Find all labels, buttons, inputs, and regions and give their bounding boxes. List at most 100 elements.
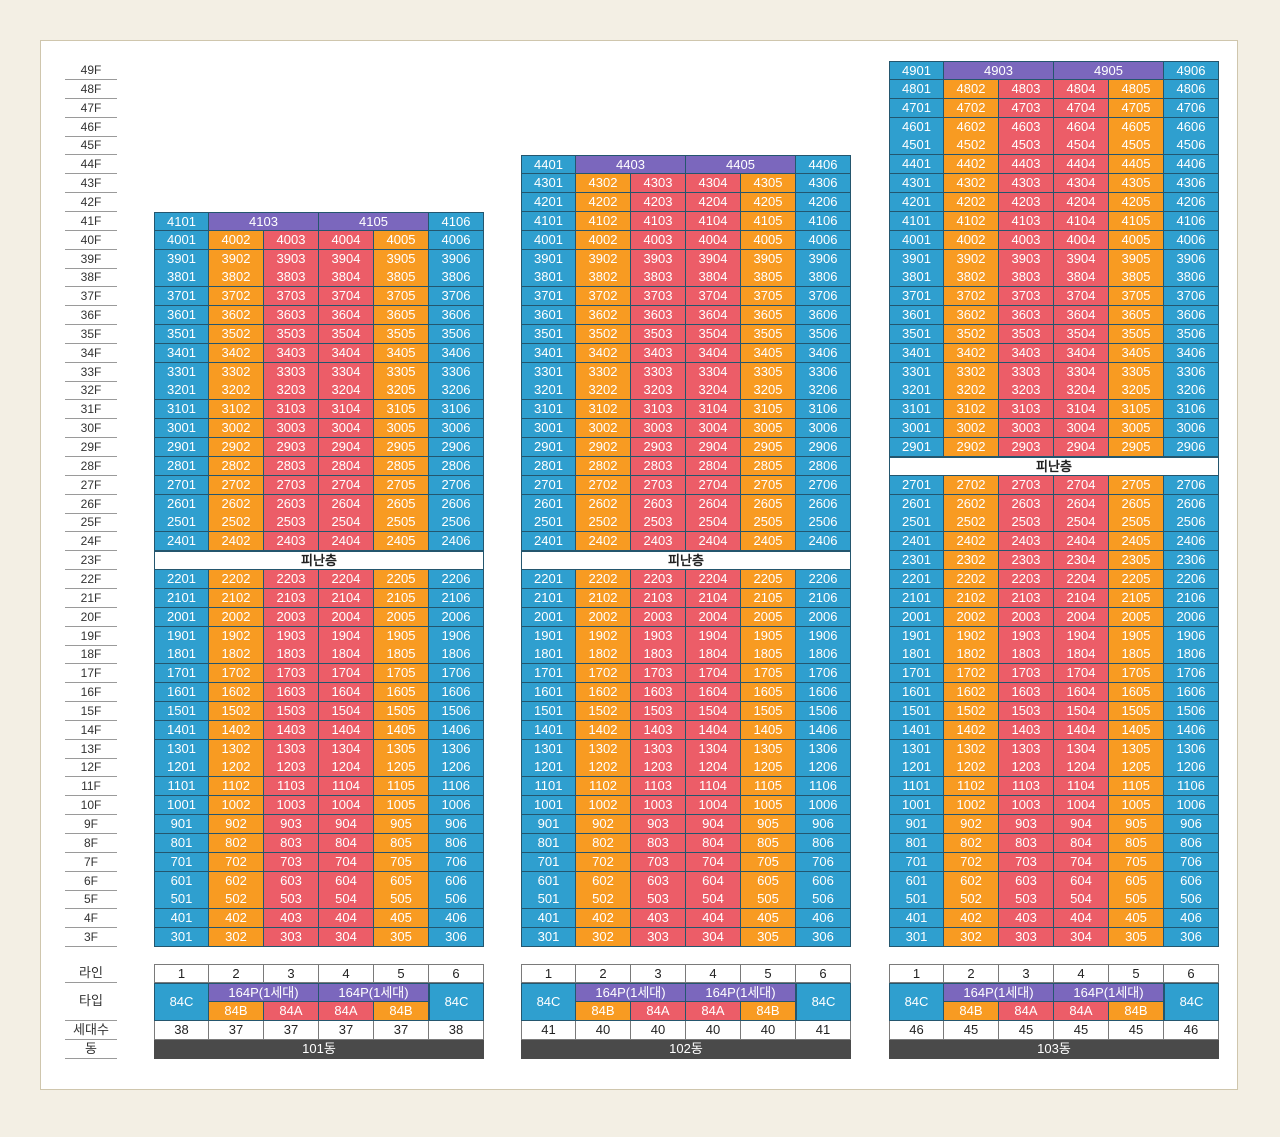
apartment-unit[interactable]: 3604: [686, 306, 741, 326]
apartment-unit[interactable]: 3004: [686, 419, 741, 439]
apartment-unit[interactable]: 2303: [999, 551, 1054, 571]
apartment-unit[interactable]: 3204: [686, 381, 741, 401]
apartment-unit[interactable]: 3602: [576, 306, 631, 326]
apartment-unit[interactable]: 4103: [999, 211, 1054, 231]
apartment-unit[interactable]: 2105: [374, 588, 429, 608]
apartment-unit[interactable]: 4204: [686, 192, 741, 212]
apartment-unit[interactable]: 1102: [944, 777, 999, 797]
apartment-unit[interactable]: 1001: [154, 796, 209, 816]
apartment-unit[interactable]: 2102: [944, 588, 999, 608]
apartment-unit[interactable]: 306: [1164, 928, 1219, 948]
apartment-unit[interactable]: 3304: [686, 362, 741, 382]
apartment-unit[interactable]: 3703: [631, 287, 686, 307]
apartment-unit[interactable]: 3504: [319, 324, 374, 344]
apartment-unit[interactable]: 2101: [521, 588, 576, 608]
apartment-unit[interactable]: 2004: [1054, 607, 1109, 627]
apartment-unit[interactable]: 1705: [741, 664, 796, 684]
apartment-unit[interactable]: 2403: [999, 532, 1054, 552]
apartment-unit[interactable]: 3905: [374, 249, 429, 269]
apartment-unit[interactable]: 405: [374, 909, 429, 929]
apartment-unit[interactable]: 2805: [741, 456, 796, 476]
apartment-unit[interactable]: 2503: [999, 513, 1054, 533]
apartment-unit[interactable]: 2101: [889, 588, 944, 608]
apartment-unit[interactable]: 3005: [741, 419, 796, 439]
apartment-unit[interactable]: 301: [521, 928, 576, 948]
apartment-unit[interactable]: 1503: [264, 701, 319, 721]
apartment-unit[interactable]: 2701: [521, 475, 576, 495]
apartment-unit[interactable]: 506: [429, 890, 484, 910]
apartment-unit[interactable]: 1305: [374, 739, 429, 759]
apartment-unit[interactable]: 303: [631, 928, 686, 948]
apartment-unit[interactable]: 802: [576, 833, 631, 853]
apartment-unit[interactable]: 4106: [1164, 211, 1219, 231]
apartment-unit[interactable]: 2504: [686, 513, 741, 533]
apartment-unit[interactable]: 2401: [154, 532, 209, 552]
apartment-unit[interactable]: 3204: [319, 381, 374, 401]
apartment-unit[interactable]: 706: [1164, 852, 1219, 872]
apartment-unit[interactable]: 2002: [209, 607, 264, 627]
apartment-unit[interactable]: 401: [521, 909, 576, 929]
apartment-unit[interactable]: 3003: [999, 419, 1054, 439]
apartment-unit[interactable]: 2404: [1054, 532, 1109, 552]
apartment-unit[interactable]: 2405: [741, 532, 796, 552]
apartment-unit[interactable]: 2004: [319, 607, 374, 627]
apartment-unit[interactable]: 2504: [1054, 513, 1109, 533]
apartment-unit[interactable]: 2004: [686, 607, 741, 627]
apartment-unit[interactable]: 2404: [319, 532, 374, 552]
apartment-unit[interactable]: 4803: [999, 79, 1054, 99]
apartment-unit[interactable]: 3106: [1164, 400, 1219, 420]
apartment-unit[interactable]: 3201: [521, 381, 576, 401]
apartment-unit[interactable]: 903: [631, 815, 686, 834]
apartment-unit[interactable]: 1602: [209, 683, 264, 703]
apartment-unit[interactable]: 1302: [576, 739, 631, 759]
apartment-unit[interactable]: 2506: [796, 513, 851, 533]
apartment-unit[interactable]: 4003: [999, 230, 1054, 250]
apartment-unit[interactable]: 3703: [999, 287, 1054, 307]
apartment-unit[interactable]: 904: [319, 815, 374, 834]
apartment-unit[interactable]: 1404: [319, 720, 374, 740]
apartment-unit[interactable]: 305: [1109, 928, 1164, 948]
apartment-unit[interactable]: 604: [686, 871, 741, 891]
apartment-unit[interactable]: 1805: [741, 645, 796, 665]
apartment-unit[interactable]: 305: [374, 928, 429, 948]
apartment-unit[interactable]: 1504: [686, 701, 741, 721]
apartment-unit[interactable]: 1506: [796, 701, 851, 721]
apartment-unit[interactable]: 1906: [429, 626, 484, 646]
apartment-unit[interactable]: 2705: [741, 475, 796, 495]
apartment-unit[interactable]: 3601: [154, 306, 209, 326]
apartment-unit[interactable]: 2604: [319, 494, 374, 514]
apartment-unit[interactable]: 4004: [686, 230, 741, 250]
apartment-unit[interactable]: 1201: [521, 758, 576, 778]
apartment-unit[interactable]: 3404: [686, 343, 741, 363]
apartment-unit[interactable]: 3806: [1164, 268, 1219, 288]
apartment-unit[interactable]: 1206: [1164, 758, 1219, 778]
apartment-unit[interactable]: 4105: [1109, 211, 1164, 231]
apartment-unit[interactable]: 806: [429, 833, 484, 853]
apartment-unit[interactable]: 501: [154, 890, 209, 910]
penthouse-unit[interactable]: 4106: [429, 211, 484, 231]
apartment-unit[interactable]: 1206: [796, 758, 851, 778]
apartment-unit[interactable]: 2103: [999, 588, 1054, 608]
apartment-unit[interactable]: 2904: [1054, 438, 1109, 457]
apartment-unit[interactable]: 3105: [1109, 400, 1164, 420]
apartment-unit[interactable]: 1304: [319, 739, 374, 759]
apartment-unit[interactable]: 1103: [999, 777, 1054, 797]
apartment-unit[interactable]: 1105: [1109, 777, 1164, 797]
apartment-unit[interactable]: 1501: [521, 701, 576, 721]
apartment-unit[interactable]: 705: [741, 852, 796, 872]
apartment-unit[interactable]: 1104: [686, 777, 741, 797]
apartment-unit[interactable]: 2201: [521, 569, 576, 589]
apartment-unit[interactable]: 2902: [576, 438, 631, 457]
apartment-unit[interactable]: 3304: [1054, 362, 1109, 382]
apartment-unit[interactable]: 2704: [686, 475, 741, 495]
apartment-unit[interactable]: 3405: [374, 343, 429, 363]
apartment-unit[interactable]: 301: [889, 928, 944, 948]
penthouse-unit[interactable]: 4406: [796, 155, 851, 175]
apartment-unit[interactable]: 4001: [154, 230, 209, 250]
apartment-unit[interactable]: 4306: [1164, 174, 1219, 194]
apartment-unit[interactable]: 1904: [1054, 626, 1109, 646]
apartment-unit[interactable]: 4203: [999, 192, 1054, 212]
apartment-unit[interactable]: 1104: [319, 777, 374, 797]
apartment-unit[interactable]: 2005: [741, 607, 796, 627]
apartment-unit[interactable]: 4505: [1109, 136, 1164, 156]
